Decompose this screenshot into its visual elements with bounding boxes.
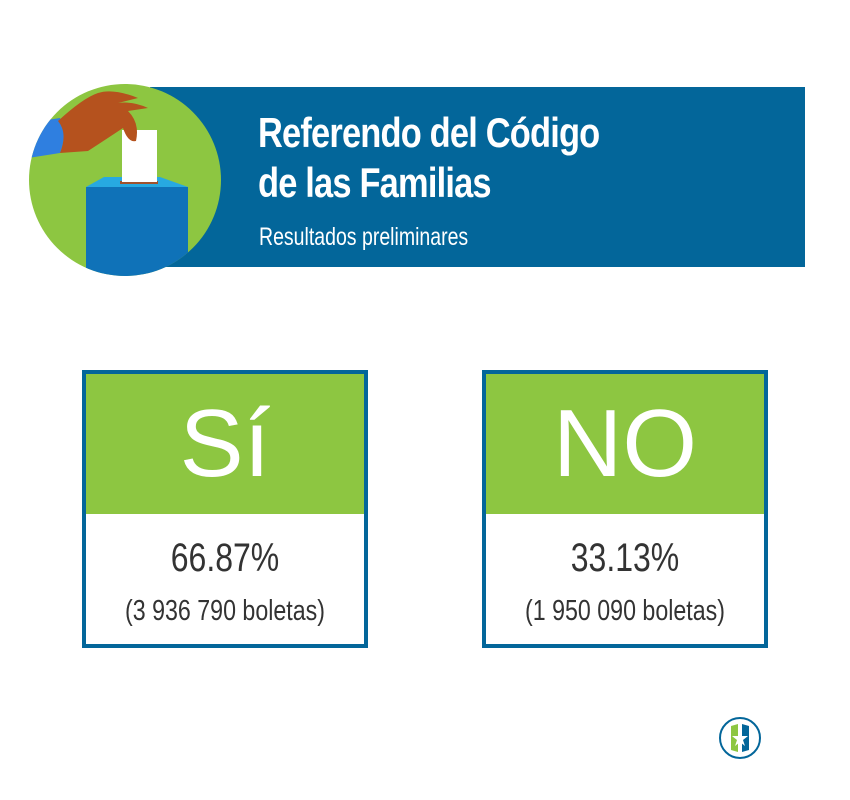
result-card-yes: Sí 66.87% (3 936 790 boletas)	[82, 370, 368, 648]
vote-count: (1 950 090 boletas)	[525, 595, 725, 627]
option-label: Sí	[86, 374, 364, 514]
option-label: NO	[486, 374, 764, 514]
subtitle: Resultados preliminares	[259, 223, 469, 251]
hand-casting-ballot-icon	[29, 84, 221, 276]
percent-value: 66.87%	[170, 536, 280, 580]
percent-value: 33.13%	[570, 536, 680, 580]
result-card-no: NO 33.13% (1 950 090 boletas)	[482, 370, 768, 648]
page-title: Referendo del Código de las Familias	[258, 108, 600, 208]
header-banner	[150, 87, 805, 267]
title-line-2: de las Familias	[258, 159, 492, 206]
institutional-logo-icon	[719, 717, 761, 759]
title-line-1: Referendo del Código	[258, 109, 600, 156]
vote-count: (3 936 790 boletas)	[125, 595, 325, 627]
